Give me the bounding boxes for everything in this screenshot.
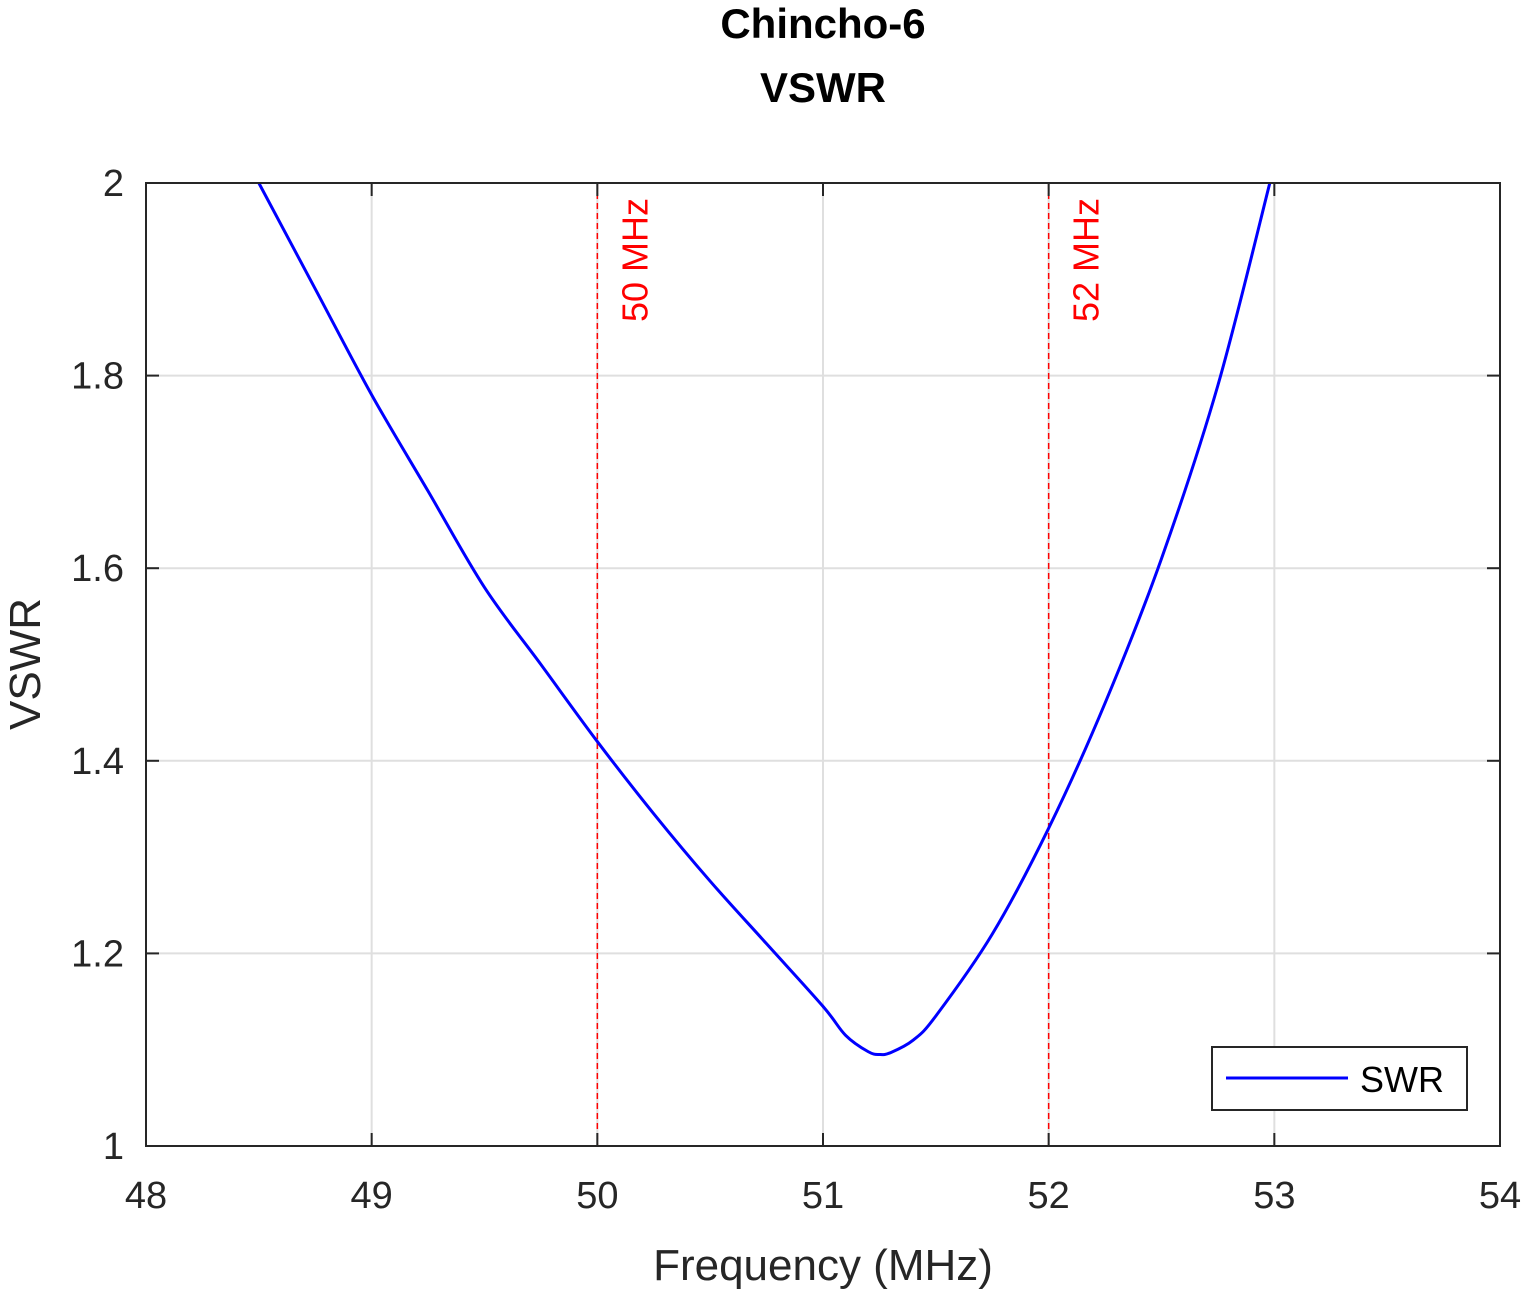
marker-lines: 50 MHz 52 MHz bbox=[596, 183, 1107, 1146]
x-axis-label: Frequency (MHz) bbox=[653, 1241, 993, 1290]
marker-label: 50 MHz bbox=[614, 198, 655, 322]
x-tick-label: 52 bbox=[1028, 1175, 1070, 1217]
y-tick-label: 1.4 bbox=[71, 741, 124, 783]
y-tick-label: 1.8 bbox=[71, 356, 124, 398]
tick-marks bbox=[145, 182, 1501, 1147]
chart-title-line-2: VSWR bbox=[760, 64, 886, 111]
x-tick-label: 53 bbox=[1253, 1175, 1295, 1217]
y-tick-label: 1.2 bbox=[71, 933, 124, 975]
x-tick-labels: 48 49 50 51 52 53 54 bbox=[125, 1175, 1521, 1217]
data-series bbox=[257, 182, 1272, 1057]
marker-label: 52 MHz bbox=[1066, 198, 1107, 322]
grid-lines bbox=[146, 183, 1500, 1146]
legend-label-swr: SWR bbox=[1360, 1059, 1444, 1100]
x-tick-label: 54 bbox=[1479, 1175, 1521, 1217]
y-tick-label: 1 bbox=[103, 1126, 124, 1168]
x-tick-label: 48 bbox=[125, 1175, 167, 1217]
y-tick-labels: 1 1.2 1.4 1.6 1.8 2 bbox=[71, 163, 124, 1168]
legend: SWR bbox=[1211, 1046, 1468, 1111]
chart-title-line-1: Chincho-6 bbox=[720, 0, 925, 47]
x-tick-label: 49 bbox=[351, 1175, 393, 1217]
x-tick-label: 50 bbox=[576, 1175, 618, 1217]
y-axis-label: VSWR bbox=[1, 598, 50, 730]
x-tick-label: 51 bbox=[802, 1175, 844, 1217]
series-line-swr bbox=[257, 182, 1272, 1057]
y-tick-label: 2 bbox=[103, 163, 124, 205]
y-tick-label: 1.6 bbox=[71, 548, 124, 590]
